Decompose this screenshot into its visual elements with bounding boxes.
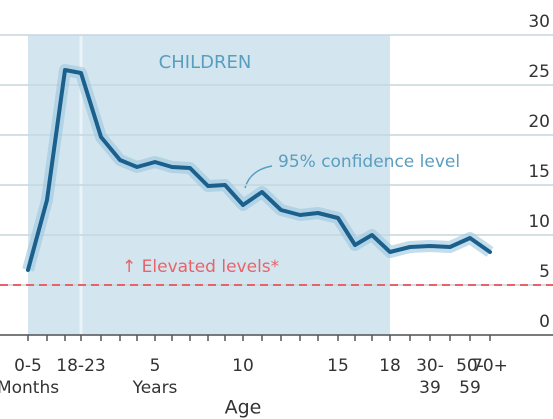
x-tick-label-line: 50- <box>456 356 484 376</box>
x-tick-label: 5 Years <box>132 356 178 398</box>
x-tick-label-line: Years <box>132 378 178 398</box>
x-tick-label-line: 30- <box>416 356 444 376</box>
x-tick-label-line: 0-5 <box>14 356 42 376</box>
x-tick-label-line: Months <box>0 378 59 398</box>
x-tick-label: 15 <box>327 356 349 376</box>
threshold-label: ↑ Elevated levels* <box>122 257 279 277</box>
x-tick-label: 18 <box>379 356 401 376</box>
x-tick-label-line: 70+ <box>472 356 508 376</box>
band-label: 95% confidence level <box>278 152 460 172</box>
y-tick-label: 30 <box>528 12 550 32</box>
x-tick-label-line: 5 <box>150 356 161 376</box>
x-tick-label-line: 18-23 <box>56 356 105 376</box>
y-tick-label: 15 <box>528 162 550 182</box>
x-tick-label: 70+ <box>472 356 508 376</box>
y-tick-label: 10 <box>528 212 550 232</box>
x-tick-label-line: 10 <box>232 356 254 376</box>
x-tick-label-line: 15 <box>327 356 349 376</box>
x-tick-label: 30-39 <box>416 356 444 398</box>
x-tick-label-line: 18 <box>379 356 401 376</box>
y-tick-label: 20 <box>528 112 550 132</box>
x-tick-label: 10 <box>232 356 254 376</box>
y-tick-label: 0 <box>539 312 550 332</box>
y-tick-label: 25 <box>528 62 550 82</box>
x-tick-label: 18-23 <box>56 356 105 376</box>
x-tick-label: 50-59 <box>456 356 484 398</box>
x-tick-label-line: 39 <box>419 378 441 398</box>
line <box>26 68 492 272</box>
y-tick-label: 5 <box>539 262 550 282</box>
x-tick-label: 0-5 Months <box>0 356 59 398</box>
x-tick-label-line: 59 <box>459 378 481 398</box>
region-label: CHILDREN <box>159 52 252 73</box>
x-axis-title: Age <box>225 397 262 419</box>
